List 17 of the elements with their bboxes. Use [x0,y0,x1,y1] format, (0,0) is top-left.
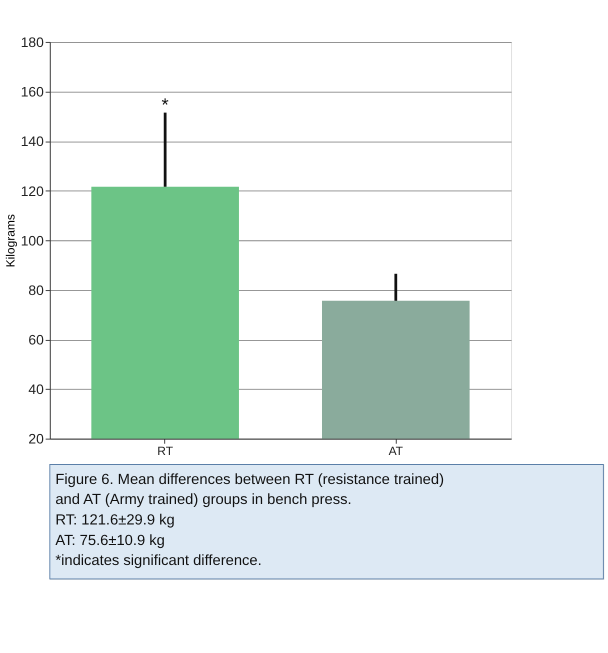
y-tick-label: 140 [20,133,44,150]
text: RT: 121.6±29.9 kg [55,512,175,528]
x-tick-label: AT [388,444,404,458]
y-tick-label: 80 [28,282,44,298]
text: *indicates significant difference. [55,553,262,570]
y-tick-label: 160 [20,84,44,100]
y-tick-label: 120 [20,182,44,199]
annotation: * [162,94,169,115]
y-tick-label: 40 [28,381,44,398]
y-tick-label: 100 [20,232,44,248]
y-tick-label: 180 [20,34,44,50]
text: AT: 75.6±10.9 kg [55,532,165,549]
y-tick-label: 20 [28,430,44,447]
caption: Figure 6. Mean differences between RT (resistance trained) and AT (Army trained) groups in bench press. [55,472,444,508]
y-tick-label: 60 [28,332,44,348]
x-tick-label: RT [157,444,174,458]
y-axis-title: Kilograms [3,214,18,268]
